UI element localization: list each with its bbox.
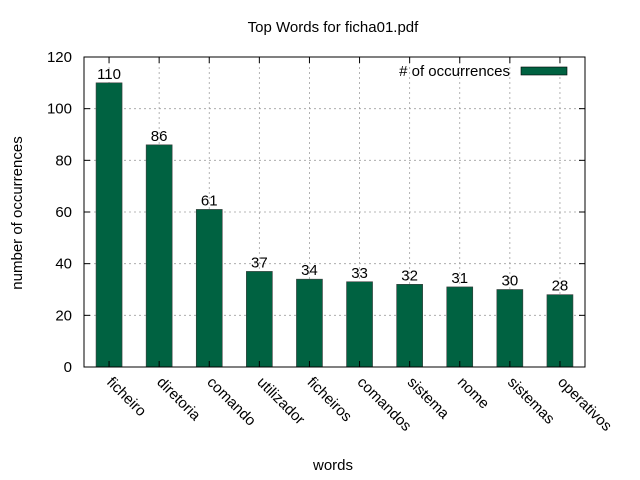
data-label: 86 — [151, 128, 168, 145]
bar-diretoria — [145, 144, 173, 368]
x-tick-label: utilizador — [254, 374, 308, 428]
x-tick-label: operativos — [554, 374, 615, 435]
x-tick-label: nome — [454, 374, 493, 413]
y-tick-label: 20 — [55, 307, 72, 324]
bar-ficheiro — [95, 82, 123, 368]
data-label: 61 — [201, 192, 218, 209]
data-label: 37 — [251, 254, 268, 271]
legend: # of occurrences — [399, 63, 568, 80]
bar-utilizador — [246, 271, 273, 368]
x-axis-label: words — [312, 457, 353, 474]
bar-sistema — [396, 284, 423, 368]
x-tick-label: diretoria — [153, 374, 204, 425]
bar-operativos — [546, 294, 574, 368]
data-label: 32 — [401, 267, 418, 284]
axes: 0 20 40 60 80 100 120 ficheiro diretoria comandou… — [47, 49, 615, 435]
x-tick-label: ficheiro — [103, 374, 149, 420]
legend-label: # of occurrences — [399, 63, 510, 80]
data-label: 34 — [301, 262, 318, 279]
data-label: 33 — [351, 265, 368, 282]
bar-nome — [446, 286, 474, 368]
bars: 110 86 61 37 34 33 32 31 30 28 — [95, 66, 574, 368]
plot-frame — [83, 56, 586, 368]
bar-comando — [195, 209, 223, 368]
y-tick-label: 80 — [55, 152, 72, 169]
legend-swatch — [520, 66, 568, 76]
x-tick-label: sistema — [404, 374, 453, 423]
y-tick-label: 120 — [47, 49, 72, 66]
y-tick-label: 0 — [64, 359, 72, 376]
x-tick-label: ficheiros — [304, 374, 356, 426]
y-tick-label: 40 — [55, 256, 72, 273]
x-tick-label: sistemas — [504, 374, 558, 428]
bar-comandos — [346, 281, 373, 368]
bar-ficheiros — [296, 278, 323, 368]
data-label: 30 — [502, 273, 519, 290]
data-label: 31 — [451, 270, 468, 287]
bar-sistemas — [496, 289, 524, 368]
data-label: 110 — [97, 66, 121, 83]
y-axis-label: number of occurrences — [9, 136, 26, 289]
y-tick-label: 100 — [47, 101, 72, 118]
x-tick-label: comando — [203, 374, 259, 430]
chart-title: Top Words for ficha01.pdf — [248, 19, 419, 36]
y-tick-label: 60 — [55, 204, 72, 221]
data-label: 28 — [552, 278, 569, 295]
